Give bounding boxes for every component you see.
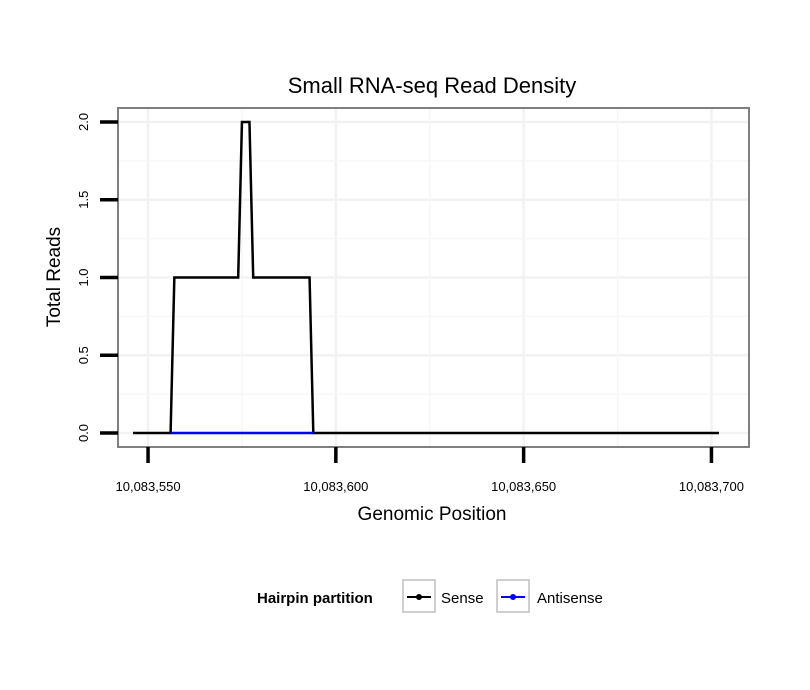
legend-key-sense-dot bbox=[416, 594, 422, 600]
x-tick-label: 10,083,700 bbox=[679, 479, 744, 494]
x-axis: 10,083,550 10,083,600 10,083,650 10,083,700 bbox=[116, 447, 744, 494]
y-axis: 0.0 0.5 1.0 1.5 2.0 bbox=[76, 113, 118, 442]
x-axis-title: Genomic Position bbox=[358, 504, 507, 525]
y-tick-label: 1.0 bbox=[76, 268, 91, 286]
y-axis-title: Total Reads bbox=[44, 227, 65, 327]
legend-label-sense: Sense bbox=[441, 590, 484, 607]
x-tick-label: 10,083,550 bbox=[116, 479, 181, 494]
y-tick-label: 1.5 bbox=[76, 191, 91, 209]
x-tick-label: 10,083,650 bbox=[491, 479, 556, 494]
series-line-sense bbox=[133, 120, 719, 435]
legend-label-antisense: Antisense bbox=[537, 590, 603, 607]
legend: Hairpin partition Sense Antisense bbox=[257, 579, 603, 613]
y-tick-label: 0.5 bbox=[76, 346, 91, 364]
legend-title: Hairpin partition bbox=[257, 590, 373, 607]
series-layer bbox=[133, 120, 719, 435]
grid-lines bbox=[118, 108, 749, 447]
chart-title: Small RNA-seq Read Density bbox=[288, 73, 577, 98]
legend-key-antisense-dot bbox=[510, 594, 516, 600]
x-tick-label: 10,083,600 bbox=[303, 479, 368, 494]
y-tick-label: 2.0 bbox=[76, 113, 91, 131]
y-tick-label: 0.0 bbox=[76, 424, 91, 442]
